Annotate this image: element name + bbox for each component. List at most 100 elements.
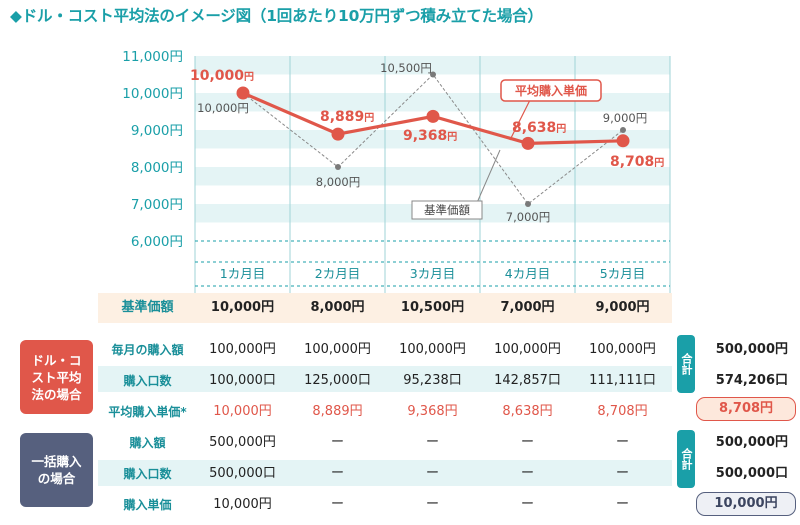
dca-total-tab: 合計 (677, 335, 695, 393)
y-tick-label: 6,000円 (131, 234, 183, 250)
table-cell: 100,000円 (589, 342, 656, 357)
row-label: 購入口数 (123, 467, 172, 481)
table-cell: 8,889円 (312, 404, 363, 419)
y-tick-label: 10,000円 (122, 86, 183, 102)
dca-row-band-2 (98, 366, 672, 392)
table-cell: ー (520, 435, 534, 450)
table-cell: 8,708円 (597, 404, 648, 419)
table-cell: 10,000円 (213, 404, 272, 419)
table-cell: 100,000口 (209, 373, 276, 388)
kijun-value-cell: 9,000円 (595, 300, 650, 315)
dca-group-text: ドル・コスト平均法の場合 (31, 352, 82, 402)
table-cell: ー (615, 466, 629, 481)
base-price-data-label: 7,000円 (506, 210, 550, 224)
dca-avg-price-pill: 8,708円 (696, 397, 796, 421)
avg-price-data-label: 9,368円 (403, 128, 457, 144)
lump-row-band-2 (98, 460, 672, 486)
avg-price-data-label: 10,000円 (190, 68, 254, 84)
row-label: 毎月の購入額 (111, 343, 184, 357)
table-cell: 111,111口 (589, 373, 656, 388)
table-cell: 95,238口 (403, 373, 462, 388)
table-cell: ー (425, 497, 439, 512)
line-chart: 11,000円 10,000円 9,000円 8,000円 7,000円 6,000円 10… (122, 49, 671, 300)
table-cell: 8,638円 (502, 404, 553, 419)
table-cell: ー (615, 435, 629, 450)
series-avg-price-point (616, 134, 630, 148)
total-value: 500,000円 (715, 342, 788, 357)
series-avg-price-point (331, 127, 345, 141)
lump-group-text: 一括購入の場合 (31, 454, 82, 486)
table-cell: 500,000円 (209, 435, 276, 450)
page-title: ◆ドル・コスト平均法のイメージ図（1回あたり10万円ずつ積み立てた場合） (10, 7, 543, 25)
row-label: 平均購入単価* (108, 405, 187, 419)
legend-avg-label: 平均購入単価 (515, 83, 587, 98)
base-price-data-label: 9,000円 (603, 111, 647, 125)
base-price-data-label: 8,000円 (316, 175, 360, 189)
base-price-data-label: 10,500円 (380, 61, 432, 75)
table-cell: 9,368円 (407, 404, 458, 419)
y-tick-label: 11,000円 (122, 49, 183, 65)
table-cell: 100,000円 (399, 342, 466, 357)
month-header-cell: 4カ月目 (504, 266, 551, 281)
series-base-price-point (335, 164, 341, 170)
series-base-price-point (430, 71, 436, 78)
total-value: 500,000口 (715, 466, 788, 481)
series-avg-price-point (521, 136, 535, 150)
table-cell: 142,857口 (494, 373, 561, 388)
lump-total-tab: 合計 (677, 430, 695, 488)
lump-total-label: 合計 (680, 448, 693, 470)
table-cell: 100,000円 (494, 342, 561, 357)
total-value: 574,206口 (715, 373, 788, 388)
legend-base-box (411, 200, 483, 220)
series-avg-price-point (426, 109, 440, 123)
lump-price-pill: 10,000円 (696, 492, 796, 516)
kijun-value-cell: 10,000円 (210, 300, 275, 315)
y-tick-label: 8,000円 (131, 160, 183, 176)
table-cell: ー (425, 435, 439, 450)
kijun-row-label: 基準価額 (121, 300, 174, 315)
table-cell: ー (520, 466, 534, 481)
legend-base-leader (475, 149, 501, 206)
base-price-data-label: 10,000円 (197, 101, 249, 115)
month-header-cell: 3カ月目 (409, 266, 456, 281)
dca-group-label: ドル・コスト平均法の場合 (20, 340, 93, 414)
legend-base-label: 基準価額 (424, 203, 470, 217)
series-base-price-point (525, 201, 531, 207)
kijun-value-cell: 8,000円 (310, 300, 365, 315)
table-cell: ー (520, 497, 534, 512)
kijun-value-cell: 7,000円 (500, 300, 555, 315)
row-label: 購入単価 (123, 498, 172, 512)
grid-band (195, 167, 670, 186)
table-cell: 100,000円 (209, 342, 276, 357)
avg-price-data-label: 8,708円 (610, 154, 664, 170)
series-avg-price-point (236, 86, 250, 100)
dca-total-label: 合計 (680, 353, 693, 375)
lump-group-label: 一括購入の場合 (20, 433, 93, 507)
table-cell: ー (615, 497, 629, 512)
kijun-value-cell: 10,500円 (400, 300, 465, 315)
row-label: 購入口数 (123, 374, 172, 388)
table-cell: ー (330, 435, 344, 450)
legend-avg-leader (509, 99, 531, 141)
table-cell: ー (330, 497, 344, 512)
month-header-cell: 1カ月目 (219, 266, 266, 281)
legend-avg-box (500, 79, 602, 102)
total-value: 500,000円 (715, 435, 788, 450)
kijun-row-band (98, 293, 672, 323)
table-cell: 500,000口 (209, 466, 276, 481)
y-tick-label: 7,000円 (131, 197, 183, 213)
month-header-cell: 2カ月目 (314, 266, 361, 281)
table-cell: 125,000口 (304, 373, 371, 388)
series-base-price-point (620, 127, 626, 133)
y-tick-label: 9,000円 (131, 123, 183, 139)
avg-price-data-label: 8,638円 (512, 120, 566, 136)
table-cell: ー (330, 466, 344, 481)
table-cell: 10,000円 (213, 497, 272, 512)
series-base-price-line (242, 73, 624, 205)
table-cell: ー (425, 466, 439, 481)
month-header-cell: 5カ月目 (599, 266, 646, 281)
row-label: 購入額 (129, 436, 166, 450)
table-cell: 100,000円 (304, 342, 371, 357)
grid-band (195, 56, 670, 75)
avg-price-data-label: 8,889円 (320, 109, 374, 125)
